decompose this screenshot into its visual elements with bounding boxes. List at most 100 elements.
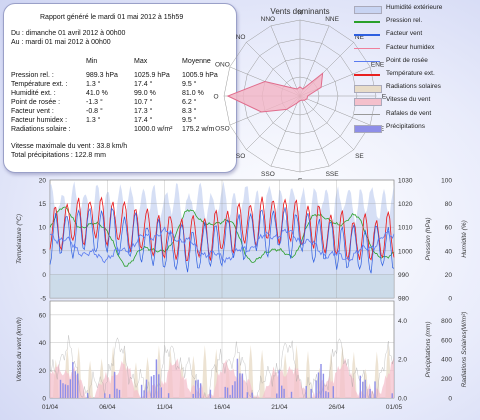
bottom-left-tick: 0: [42, 396, 46, 403]
precip-bar: [69, 379, 72, 398]
precip-bar: [359, 375, 361, 398]
precip-bar: [153, 375, 155, 398]
top-right1-tick: 1010: [398, 225, 413, 232]
stat-avg: 8.3 °: [182, 108, 197, 115]
precip-bar: [145, 379, 148, 398]
stat-avg: 1005.9 hPa: [182, 72, 218, 79]
wind-max-text: Vitesse maximale du vent : 33.8 km/h: [11, 143, 128, 150]
rose-direction-label: SO: [236, 153, 245, 160]
precip-bar: [118, 389, 121, 398]
bottom-right1-tick: 2.0: [398, 357, 407, 364]
summary-panel: Rapport généré le mardi 01 mai 2012 à 15…: [3, 3, 237, 173]
stat-min: 1.3 °: [86, 117, 101, 124]
pressure-line: [49, 206, 395, 267]
precip-bar: [197, 379, 199, 398]
stat-label: Point de rosée :: [11, 99, 61, 106]
x-tick-label: 06/04: [99, 404, 116, 411]
precip-bar: [310, 388, 312, 398]
precip-bar: [199, 383, 202, 398]
legend-swatch: [354, 6, 382, 14]
solar-area: [50, 344, 394, 398]
precip-bar: [143, 390, 145, 398]
precip-total-text: Total précipitations : 122.8 mm: [11, 152, 106, 159]
bottom-left-tick: 60: [39, 312, 47, 319]
bottom-right2-tick: 400: [441, 357, 452, 364]
precip-bar: [150, 376, 153, 398]
precip-bar: [195, 380, 197, 398]
legend-label: Point de rosée: [386, 56, 428, 64]
rose-direction-label: SSE: [326, 171, 340, 178]
report-from: Du : dimanche 01 avril 2012 à 00h00: [11, 30, 126, 37]
stat-min: 989.3 hPa: [86, 72, 118, 79]
precip-bar: [113, 371, 116, 398]
legend-item: Point de rosée: [354, 57, 478, 67]
precip-bar: [86, 392, 89, 398]
stat-label: Facteur humidex :: [11, 117, 68, 124]
stat-max: 17.3 °: [134, 108, 153, 115]
precip-bar: [62, 383, 64, 398]
legend-label: Radiations solaires: [386, 83, 441, 91]
windchill-line: [49, 207, 395, 274]
bottom-ylabel-left: Vitesse du vent (km/h): [16, 317, 23, 382]
legend-label: Facteur humidex: [386, 43, 435, 51]
rose-direction-label: ENE: [371, 61, 385, 68]
precip-bar: [109, 394, 111, 398]
x-tick-label: 01/05: [386, 404, 403, 411]
rose-spoke: [270, 95, 301, 167]
precip-bar: [239, 373, 241, 398]
legend-item: Rafales de vent: [354, 110, 478, 120]
bottom-right2-tick: 800: [441, 318, 452, 325]
legend-swatch: [354, 34, 380, 36]
precip-bar: [374, 381, 376, 398]
rose-spoke: [270, 25, 301, 97]
rose-spoke: [246, 42, 301, 97]
precip-bar: [72, 362, 74, 398]
rose-spoke: [299, 25, 330, 97]
rose-direction-label: SE: [355, 153, 364, 160]
top-right1-tick: 980: [398, 296, 409, 303]
wind-area: [50, 357, 394, 398]
top-right2-tick: 40: [445, 248, 453, 255]
rose-direction-label: OSO: [215, 126, 229, 133]
gust-line: [49, 335, 395, 399]
rose-direction-label: N: [298, 10, 303, 17]
top-right2-tick: 100: [441, 178, 452, 185]
rose-direction-label: SSO: [261, 171, 275, 178]
bottom-right2-tick: 600: [441, 337, 452, 344]
precip-bar: [209, 389, 212, 398]
precip-bar: [251, 392, 253, 398]
legend-swatch: [354, 21, 380, 23]
bottom-right2-tick: 0: [448, 396, 452, 403]
x-tick-label: 21/04: [271, 404, 288, 411]
legend-label: Facteur vent: [386, 30, 423, 38]
stat-avg: 6.2 °: [182, 99, 197, 106]
top-left-tick: -5: [40, 296, 46, 303]
top-right1-tick: 990: [398, 272, 409, 279]
x-tick-label: 11/04: [157, 404, 173, 411]
legend-swatch: [354, 47, 380, 50]
precip-bar: [369, 388, 371, 398]
precip-bar: [116, 388, 118, 398]
top-right2-tick: 60: [445, 225, 453, 232]
dewpoint-line: [49, 226, 395, 264]
stat-max: 1025.9 hPa: [134, 72, 170, 79]
precip-bar: [155, 359, 158, 398]
rose-direction-label: ONO: [215, 61, 230, 68]
legend-item: Vitesse du vent: [354, 96, 478, 107]
precip-bar: [234, 381, 236, 398]
top-left-tick: 5: [42, 248, 46, 255]
report-title: Rapport généré le mardi 01 mai 2012 à 15…: [40, 14, 184, 21]
temperature-line: [49, 196, 395, 262]
top-right1-tick: 1020: [398, 201, 413, 208]
precip-bar: [290, 391, 293, 398]
top-ylabel-right1: Pression (hPa): [425, 218, 432, 261]
legend-label: Rafales de vent: [386, 109, 432, 117]
stat-label: Humidité ext. :: [11, 90, 56, 97]
precip-bar: [325, 391, 327, 398]
precip-bar: [305, 386, 307, 398]
col-header-avg: Moyenne: [182, 58, 211, 65]
legend-swatch: [354, 124, 382, 133]
x-tick-label: 26/04: [329, 404, 346, 411]
precip-bar: [140, 384, 143, 398]
